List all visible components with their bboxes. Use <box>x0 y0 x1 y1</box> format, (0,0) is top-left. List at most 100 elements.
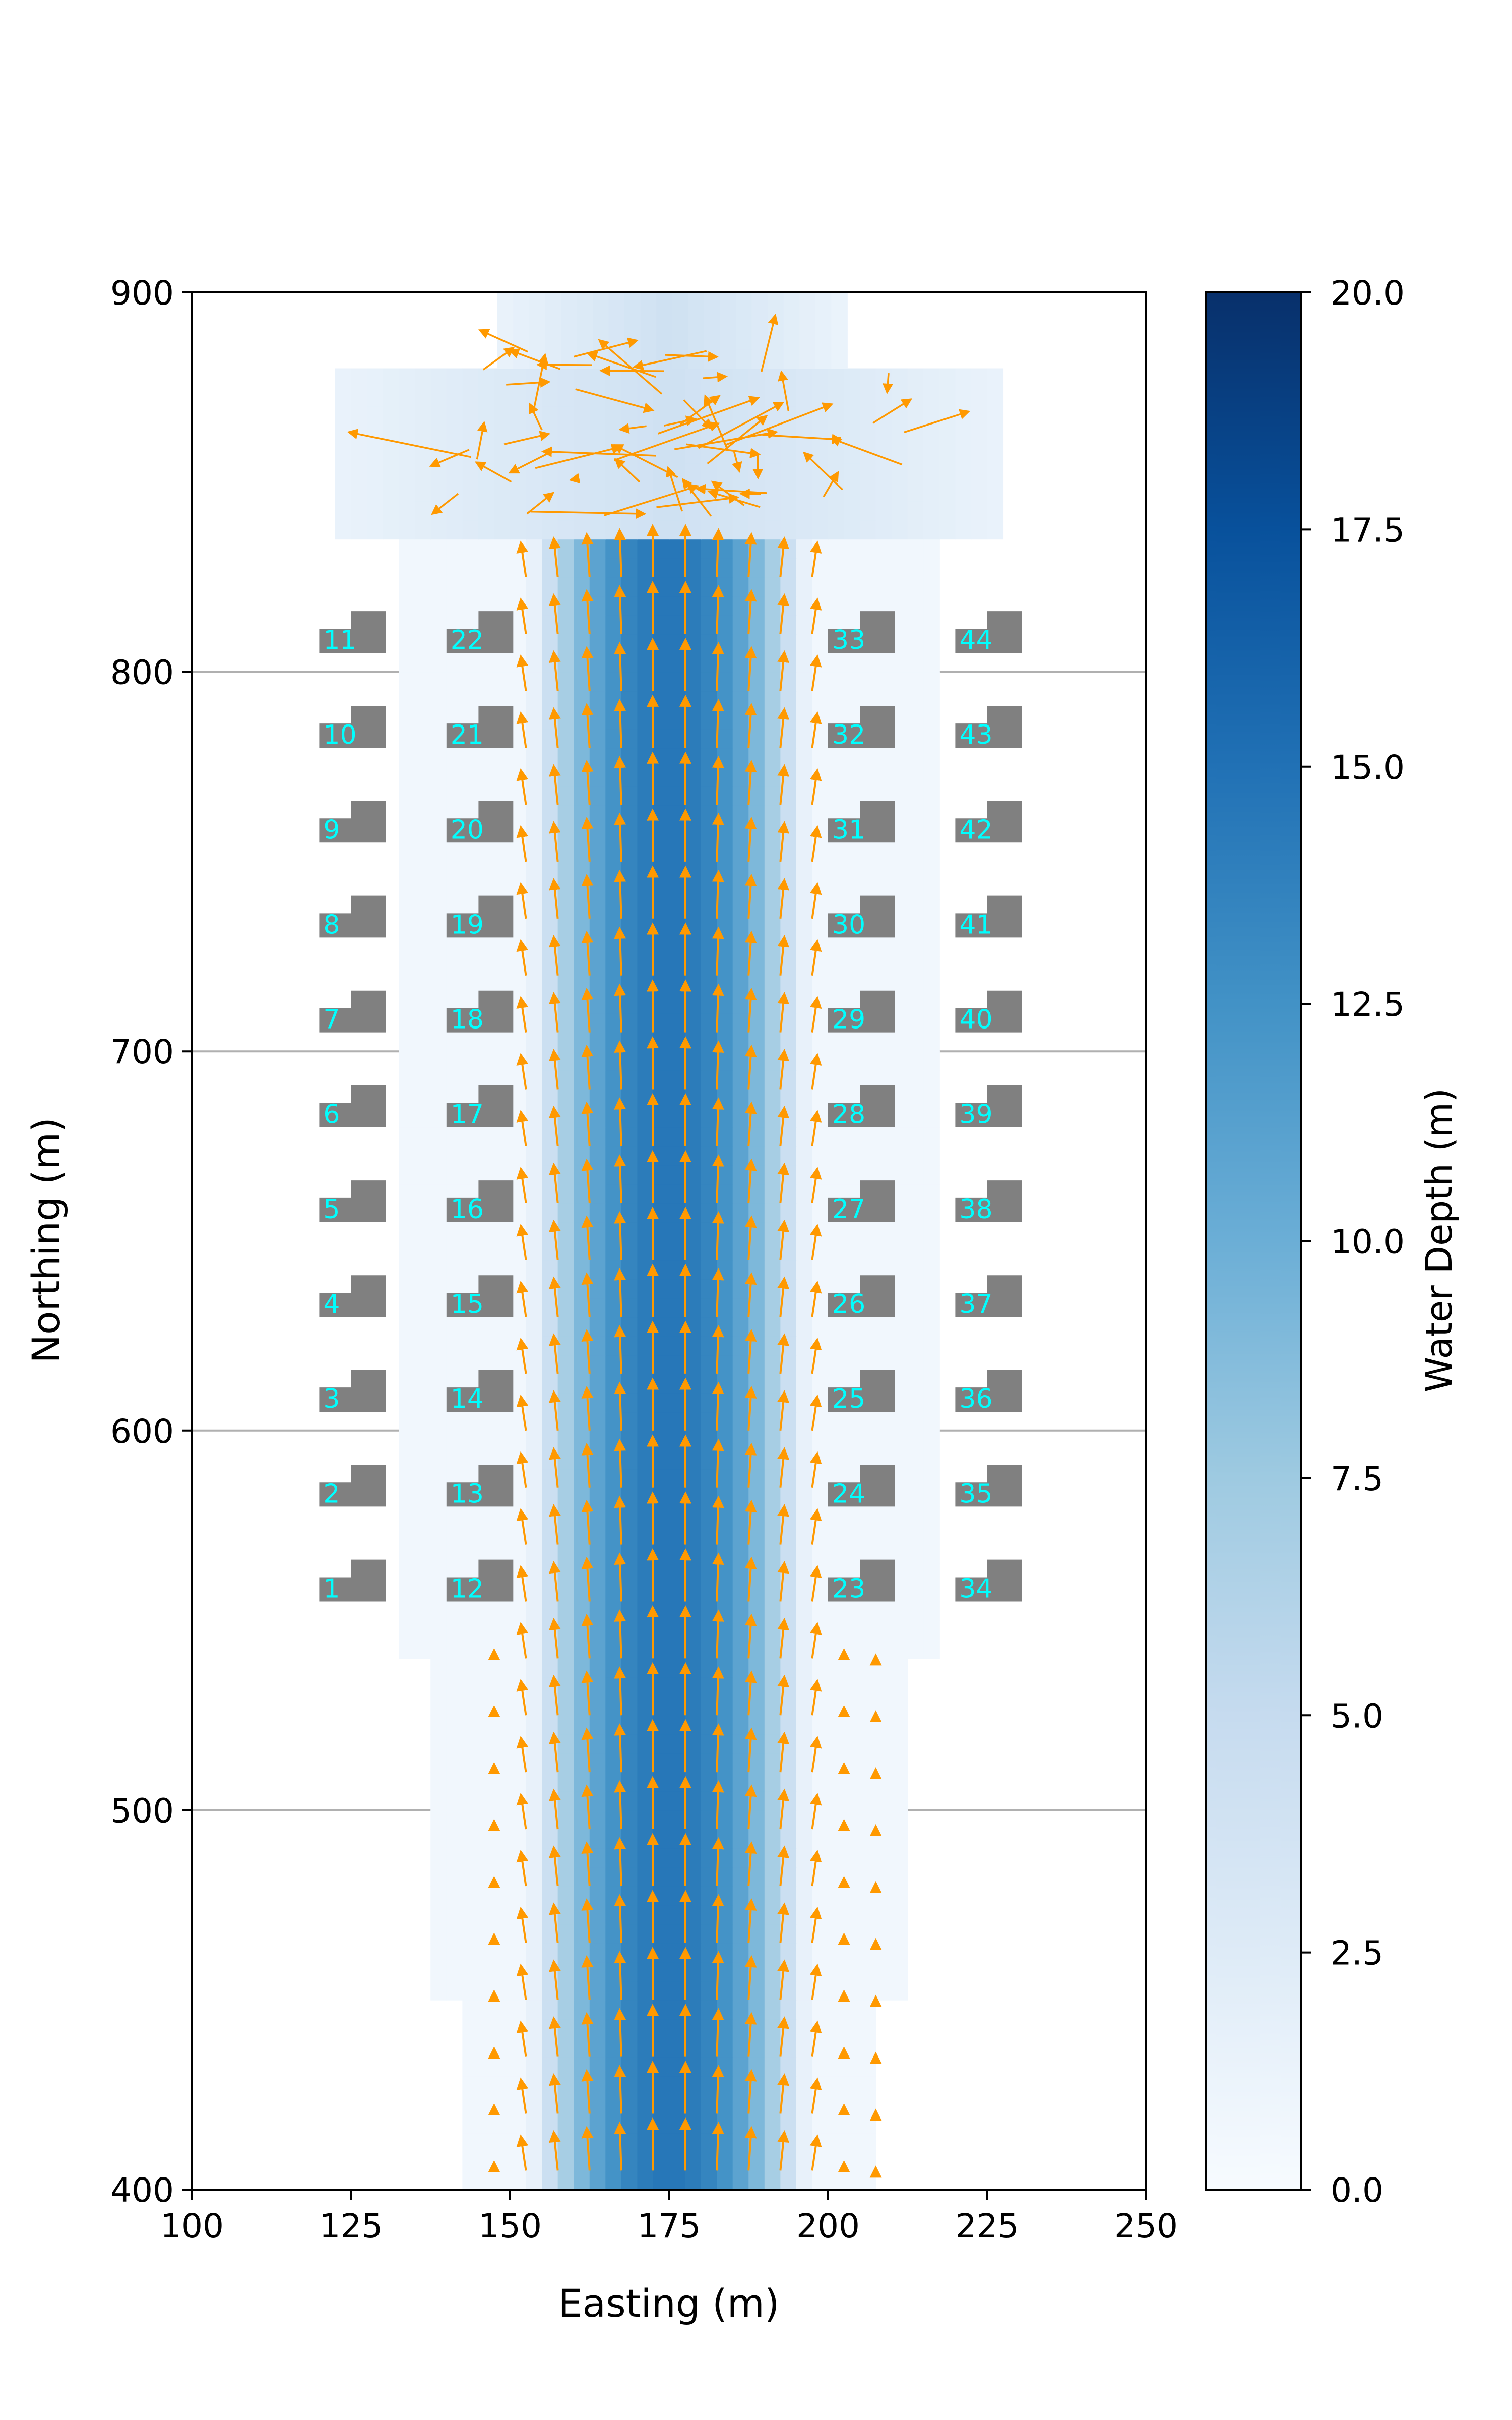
depth-cell <box>907 1582 924 1602</box>
depth-cell <box>732 2019 749 2038</box>
depth-cell <box>828 444 845 464</box>
depth-cell <box>717 1677 733 1697</box>
depth-cell <box>462 842 479 862</box>
depth-cell <box>907 482 924 502</box>
velocity-arrow <box>712 2122 724 2171</box>
depth-cell <box>907 501 924 521</box>
building <box>828 1275 895 1317</box>
depth-cell <box>462 2113 479 2134</box>
depth-cell <box>717 994 733 1014</box>
depth-cell <box>701 1013 718 1033</box>
depth-cell <box>621 1658 638 1678</box>
velocity-arrow <box>548 593 561 634</box>
depth-cell <box>653 975 670 995</box>
depth-cell <box>844 2094 861 2114</box>
depth-cell <box>732 1962 749 1982</box>
depth-cell <box>430 729 447 749</box>
depth-cell <box>383 482 400 502</box>
depth-cell <box>844 748 861 767</box>
velocity-arrow <box>614 528 626 577</box>
depth-cell <box>669 1260 686 1280</box>
velocity-arrow <box>548 1902 561 1944</box>
depth-cell <box>764 482 781 502</box>
building <box>828 611 895 653</box>
depth-cell <box>510 1791 527 1811</box>
depth-cell <box>574 956 590 976</box>
depth-cell <box>621 2056 638 2077</box>
depth-cell <box>557 1658 575 1678</box>
depth-cell <box>701 1620 718 1640</box>
depth-cell <box>892 1620 908 1640</box>
depth-cell <box>717 729 733 749</box>
depth-cell <box>892 1127 908 1147</box>
depth-cell <box>653 1184 670 1204</box>
depth-cell <box>462 1677 479 1697</box>
depth-cell <box>701 1867 718 1887</box>
y-tick-label: 400 <box>110 2171 174 2210</box>
depth-cell <box>430 577 447 597</box>
depth-cell <box>557 1962 575 1982</box>
depth-cell <box>446 482 463 502</box>
depth-cell <box>704 311 721 331</box>
depth-cell <box>510 748 527 767</box>
building-label: 14 <box>451 1384 484 1414</box>
depth-cell <box>557 1146 575 1166</box>
depth-cell <box>764 1070 781 1090</box>
depth-cell <box>685 1563 702 1583</box>
depth-cell <box>844 1544 861 1564</box>
colorbar-tick-label: 10.0 <box>1331 1223 1405 1261</box>
velocity-arrow <box>614 926 626 976</box>
depth-cell <box>812 1203 829 1223</box>
depth-cell <box>796 1051 813 1071</box>
depth-cell <box>907 729 924 749</box>
depth-cell <box>844 1165 861 1185</box>
depth-cell <box>669 2170 686 2190</box>
depth-cell <box>542 1373 558 1394</box>
velocity-arrow <box>712 642 724 691</box>
depth-cell <box>764 1696 781 1716</box>
depth-cell <box>732 1279 749 1299</box>
depth-cell <box>892 577 908 597</box>
depth-cell <box>621 1772 638 1792</box>
depth-cell <box>907 1544 924 1564</box>
depth-cell <box>593 292 609 312</box>
depth-cell <box>796 1260 813 1280</box>
depth-cell <box>892 1412 908 1431</box>
depth-cell <box>796 1810 813 1830</box>
depth-cell <box>732 1867 749 1887</box>
depth-cell <box>828 975 845 995</box>
velocity-arrow <box>777 650 790 691</box>
depth-cell <box>494 1051 511 1071</box>
depth-cell <box>717 1279 733 1299</box>
depth-cell <box>542 2170 558 2190</box>
depth-cell <box>701 2056 718 2077</box>
depth-cell <box>748 463 765 483</box>
depth-cell <box>430 539 447 559</box>
depth-cell <box>701 1829 718 1849</box>
depth-cell <box>907 1601 924 1621</box>
depth-cell <box>732 539 749 559</box>
depth-cell <box>637 1943 654 1963</box>
depth-cell <box>796 1449 813 1470</box>
depth-cell <box>462 1165 479 1185</box>
depth-cell <box>621 1241 638 1261</box>
depth-cell <box>399 1127 415 1147</box>
depth-cell <box>542 1772 558 1792</box>
depth-cell <box>764 2151 781 2171</box>
velocity-arrow <box>516 540 529 577</box>
depth-cell <box>828 1924 845 1944</box>
depth-cell <box>589 1260 606 1280</box>
depth-cell <box>923 956 940 976</box>
depth-cell <box>669 1430 686 1450</box>
depth-cell <box>828 1506 845 1526</box>
velocity-arrow <box>535 444 622 469</box>
depth-cell <box>462 1791 479 1811</box>
depth-cell <box>907 368 924 388</box>
depth-cell <box>462 1544 479 1564</box>
depth-cell <box>796 501 813 521</box>
building <box>955 611 1022 653</box>
depth-cell <box>955 387 972 407</box>
depth-cell <box>526 729 543 749</box>
depth-cell <box>399 729 415 749</box>
depth-cell <box>844 880 861 900</box>
